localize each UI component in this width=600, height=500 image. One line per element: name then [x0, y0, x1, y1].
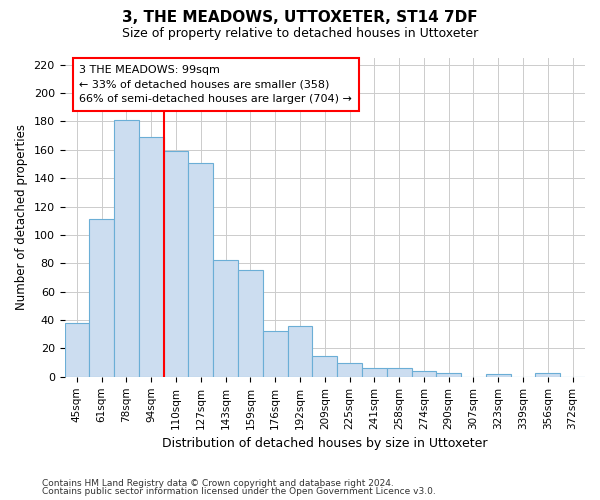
Bar	[263, 332, 287, 377]
Bar	[238, 270, 263, 377]
Bar	[213, 260, 238, 377]
Text: Size of property relative to detached houses in Uttoxeter: Size of property relative to detached ho…	[122, 28, 478, 40]
Bar	[139, 137, 164, 377]
X-axis label: Distribution of detached houses by size in Uttoxeter: Distribution of detached houses by size …	[162, 437, 488, 450]
Bar	[287, 326, 313, 377]
Bar	[412, 371, 436, 377]
Bar	[337, 362, 362, 377]
Bar	[313, 356, 337, 377]
Text: Contains public sector information licensed under the Open Government Licence v3: Contains public sector information licen…	[42, 488, 436, 496]
Bar	[89, 220, 114, 377]
Bar	[486, 374, 511, 377]
Text: Contains HM Land Registry data © Crown copyright and database right 2024.: Contains HM Land Registry data © Crown c…	[42, 478, 394, 488]
Bar	[387, 368, 412, 377]
Bar	[436, 372, 461, 377]
Bar	[114, 120, 139, 377]
Text: 3 THE MEADOWS: 99sqm
← 33% of detached houses are smaller (358)
66% of semi-deta: 3 THE MEADOWS: 99sqm ← 33% of detached h…	[79, 64, 352, 104]
Y-axis label: Number of detached properties: Number of detached properties	[15, 124, 28, 310]
Text: 3, THE MEADOWS, UTTOXETER, ST14 7DF: 3, THE MEADOWS, UTTOXETER, ST14 7DF	[122, 10, 478, 25]
Bar	[535, 372, 560, 377]
Bar	[188, 162, 213, 377]
Bar	[65, 323, 89, 377]
Bar	[164, 151, 188, 377]
Bar	[362, 368, 387, 377]
